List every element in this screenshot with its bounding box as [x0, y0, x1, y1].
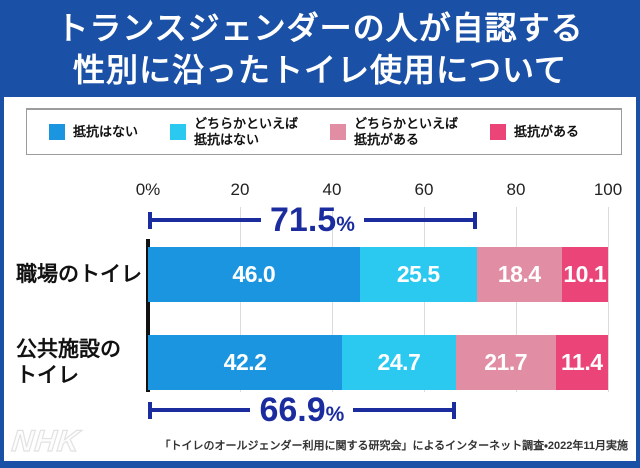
gridline [608, 207, 609, 392]
bar-value-label: 11.4 [561, 349, 603, 375]
bar-value-label: 10.1 [563, 261, 607, 287]
total-bracket-workplace: 71.5% [148, 199, 477, 241]
source-note: 「トイレのオールジェンダー利用に関する研究会」によるインターネット調査・2022… [159, 440, 628, 452]
chart-canvas: 抵抗はない どちらかといえば 抵抗はない どちらかといえば 抵抗がある 抵抗がある 0% 2… [4, 97, 636, 461]
legend-item: どちらかといえば 抵抗がある [329, 116, 458, 148]
category-label-public: 公共施設の トイレ [16, 337, 121, 387]
legend-item: 抵抗はない [49, 124, 138, 140]
nhk-logo: NHK [10, 424, 83, 458]
bar-value-label: 18.4 [497, 261, 541, 287]
bracket-line [152, 218, 262, 222]
bar-segment: 18.4 [476, 247, 562, 302]
percent-suffix: % [336, 213, 355, 236]
title-band: トランスジェンダーの人が自認する 性別に沿ったトイレ使用について [0, 0, 640, 97]
bracket-cap [148, 401, 152, 419]
legend-item: 抵抗がある [489, 124, 579, 140]
percent-suffix: % [325, 403, 345, 426]
bar-segment: 10.1 [561, 247, 608, 302]
legend-swatch [49, 124, 65, 140]
legend-item: どちらかといえば 抵抗はない [169, 116, 298, 148]
page-title-line-2: 性別に沿ったトイレ使用について [72, 51, 568, 88]
bar-value-label: 42.2 [223, 349, 267, 375]
legend-label: 抵抗がある [513, 124, 579, 139]
bar-segment: 11.4 [555, 335, 608, 390]
bracket-cap [451, 401, 456, 419]
category-label-workplace: 職場のトイレ [16, 262, 142, 286]
legend-label: どちらかといえば 抵抗がある [353, 116, 458, 147]
bar-segment: 42.2 [148, 335, 343, 390]
legend-label: 抵抗はない [73, 124, 139, 139]
bracket-line [152, 408, 251, 412]
bar-row-workplace: 46.0 25.5 18.4 10.1 [148, 247, 608, 302]
bar-segment: 21.7 [455, 335, 556, 390]
legend-swatch [169, 124, 186, 140]
bar-segment: 46.0 [148, 247, 360, 302]
bracket-line [363, 218, 473, 222]
bar-value-label: 21.7 [484, 349, 527, 375]
bracket-line [353, 408, 452, 412]
axis-tick-label: 100 [593, 180, 623, 199]
total-value-label: 66.9% [259, 391, 345, 429]
page-title-line-1: トランスジェンダーの人が自認する [56, 9, 584, 46]
bar-value-label: 24.7 [377, 349, 421, 375]
legend-label: どちらかといえば 抵抗はない [193, 116, 298, 147]
bracket-cap [148, 211, 152, 229]
y-axis-line [146, 239, 150, 392]
legend: 抵抗はない どちらかといえば 抵抗はない どちらかといえば 抵抗がある 抵抗がある [26, 108, 622, 155]
axis-tick-label: 40 [322, 180, 342, 199]
bar-value-label: 46.0 [232, 261, 276, 287]
total-value-label: 71.5% [270, 201, 355, 239]
bracket-cap [472, 211, 477, 229]
total-bracket-public: 66.9% [148, 389, 456, 431]
legend-swatch [329, 124, 346, 140]
axis-tick-label: 20 [230, 180, 250, 199]
legend-swatch [489, 124, 506, 140]
axis-tick-label: 0% [135, 180, 161, 199]
axis-tick-label: 60 [414, 180, 434, 199]
bar-segment: 24.7 [342, 335, 456, 390]
axis-tick-label: 80 [506, 180, 526, 199]
bar-value-label: 25.5 [396, 261, 440, 287]
bar-segment: 25.5 [359, 247, 477, 302]
bar-row-public: 42.2 24.7 21.7 11.4 [148, 335, 608, 390]
